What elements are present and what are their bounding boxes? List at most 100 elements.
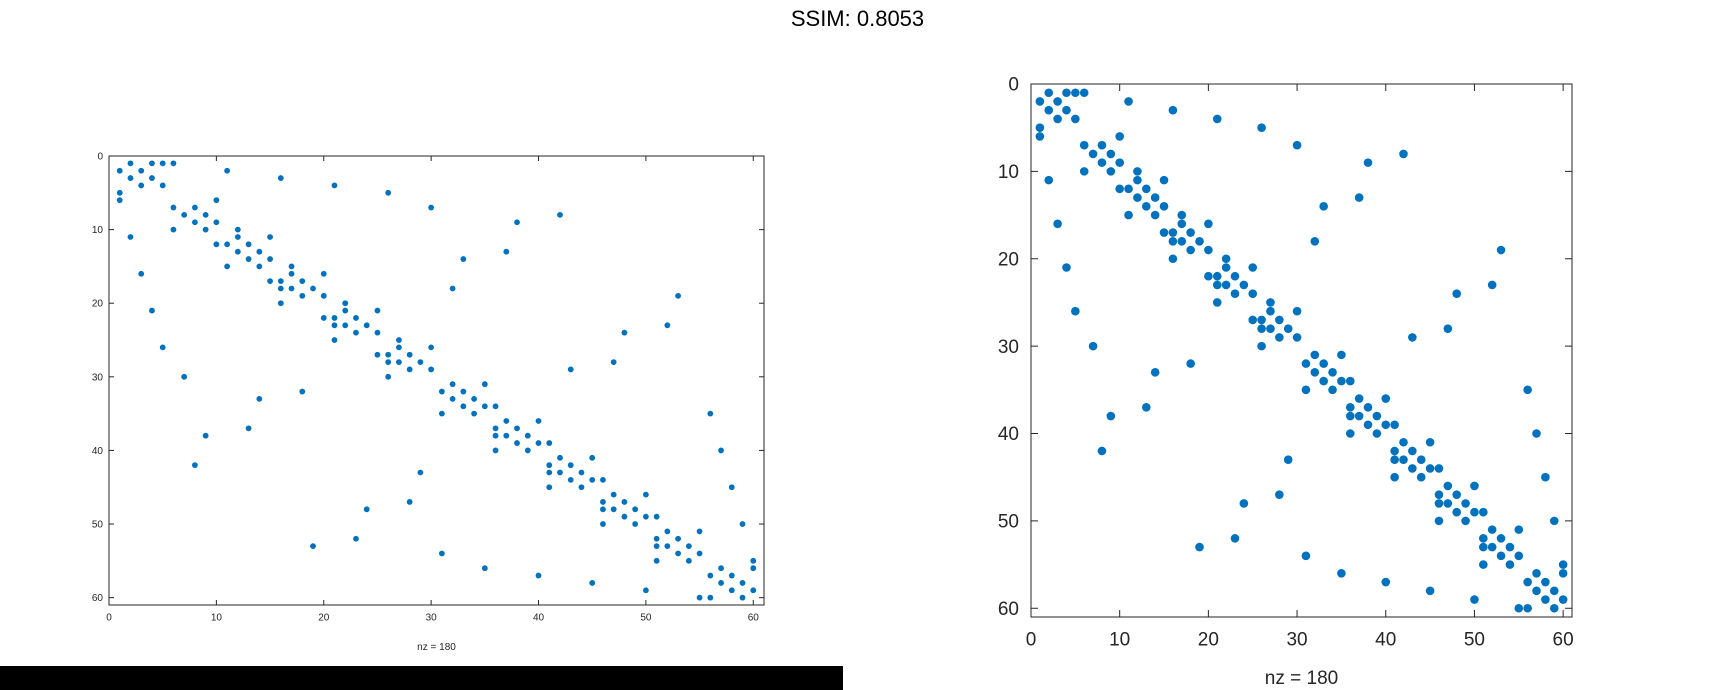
data-point bbox=[1408, 464, 1417, 473]
data-point bbox=[567, 476, 574, 483]
data-point bbox=[1283, 324, 1293, 333]
data-point bbox=[1514, 551, 1524, 561]
data-point bbox=[471, 396, 477, 402]
data-point bbox=[1328, 385, 1337, 395]
data-point bbox=[1275, 315, 1284, 325]
data-point bbox=[492, 425, 499, 432]
data-point bbox=[234, 248, 241, 255]
data-point bbox=[589, 454, 596, 461]
data-point bbox=[202, 432, 209, 439]
data-point bbox=[1337, 350, 1346, 360]
data-point bbox=[331, 182, 338, 189]
data-point bbox=[385, 359, 392, 365]
data-point bbox=[514, 219, 520, 226]
data-point bbox=[1292, 306, 1302, 316]
data-point bbox=[1044, 175, 1054, 185]
data-point bbox=[224, 241, 231, 248]
data-point bbox=[1195, 542, 1204, 552]
data-point bbox=[417, 359, 424, 365]
data-point bbox=[1035, 123, 1045, 132]
data-point bbox=[1186, 359, 1195, 368]
data-point bbox=[170, 204, 177, 211]
y-tick-label: 10 bbox=[998, 162, 1019, 183]
data-point bbox=[267, 234, 273, 240]
data-point bbox=[1159, 202, 1169, 211]
data-point bbox=[385, 373, 392, 380]
data-point bbox=[288, 270, 295, 277]
data-point bbox=[417, 469, 424, 476]
data-point bbox=[127, 234, 134, 240]
data-point bbox=[353, 329, 359, 336]
data-point bbox=[1479, 507, 1488, 517]
data-point bbox=[1505, 542, 1515, 552]
x-tick-label: 20 bbox=[1198, 630, 1219, 651]
data-point bbox=[385, 351, 392, 358]
data-point bbox=[1115, 158, 1124, 167]
data-point bbox=[1257, 324, 1266, 333]
data-point bbox=[1434, 464, 1444, 473]
data-point bbox=[299, 278, 306, 285]
data-point bbox=[396, 344, 402, 351]
data-point bbox=[632, 506, 639, 513]
data-point bbox=[1079, 140, 1089, 150]
data-point bbox=[460, 256, 467, 262]
data-point bbox=[1248, 289, 1258, 299]
data-point bbox=[1124, 184, 1133, 194]
y-tick-label: 30 bbox=[998, 337, 1019, 358]
data-point bbox=[750, 587, 757, 594]
data-point bbox=[213, 241, 220, 248]
data-point bbox=[1275, 490, 1284, 499]
data-point bbox=[546, 484, 553, 491]
data-point bbox=[1541, 472, 1550, 482]
data-point bbox=[642, 491, 649, 498]
data-point bbox=[653, 513, 660, 520]
data-point bbox=[578, 469, 585, 476]
data-point bbox=[739, 521, 746, 527]
data-point bbox=[1124, 210, 1133, 220]
data-point bbox=[1124, 97, 1133, 106]
y-tick-label: 0 bbox=[97, 152, 103, 163]
figure-title: SSIM: 0.8053 bbox=[790, 6, 925, 31]
data-point bbox=[202, 211, 209, 218]
data-point bbox=[1141, 402, 1151, 412]
data-point bbox=[116, 197, 123, 204]
data-point bbox=[1088, 341, 1098, 351]
data-point bbox=[1479, 542, 1488, 552]
data-point bbox=[460, 403, 467, 410]
data-point bbox=[396, 337, 402, 343]
data-point bbox=[1523, 603, 1532, 613]
data-point bbox=[739, 580, 746, 586]
data-point bbox=[1292, 333, 1302, 342]
data-point bbox=[127, 160, 134, 167]
data-point bbox=[1487, 542, 1497, 552]
data-point bbox=[1141, 202, 1151, 211]
data-point bbox=[1328, 368, 1337, 377]
data-point bbox=[1310, 350, 1320, 360]
data-point bbox=[374, 329, 381, 336]
data-point bbox=[159, 160, 166, 167]
data-point bbox=[750, 557, 757, 564]
data-point bbox=[524, 447, 531, 454]
data-point bbox=[159, 344, 166, 351]
data-point bbox=[310, 285, 316, 292]
data-point bbox=[707, 594, 714, 601]
data-point bbox=[1044, 88, 1054, 98]
data-point bbox=[503, 418, 510, 424]
data-point bbox=[1381, 577, 1391, 587]
data-point bbox=[578, 484, 585, 491]
data-point bbox=[653, 543, 660, 550]
data-point bbox=[1416, 472, 1426, 482]
data-point bbox=[718, 565, 724, 572]
data-point bbox=[385, 189, 392, 196]
x-tick-label: 10 bbox=[211, 613, 223, 624]
data-point bbox=[1479, 534, 1488, 543]
data-point bbox=[1168, 105, 1178, 115]
data-point bbox=[170, 226, 177, 233]
data-point bbox=[1177, 219, 1187, 229]
data-point bbox=[653, 535, 660, 542]
data-point bbox=[1248, 263, 1258, 272]
data-point bbox=[331, 315, 338, 321]
data-point bbox=[1035, 97, 1045, 106]
data-point bbox=[567, 366, 574, 373]
